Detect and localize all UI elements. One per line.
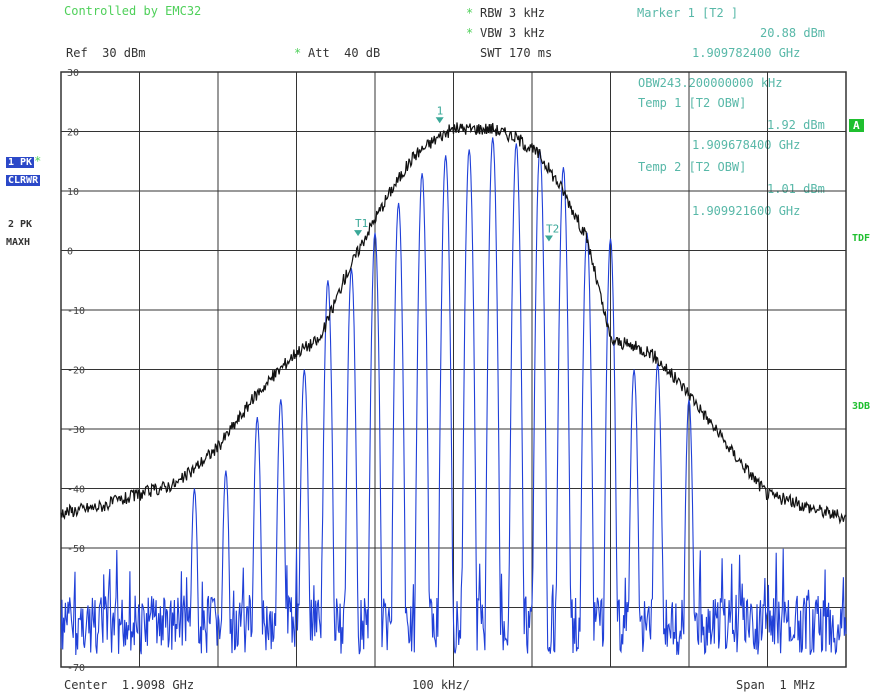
y-tick-label: 0 — [67, 247, 73, 258]
division-label: 100 kHz/ — [412, 678, 470, 692]
trace1-badge[interactable]: 1 PK * — [6, 154, 41, 170]
center-frequency-label: Center 1.9098 GHz — [64, 678, 195, 692]
rbw-star: * — [466, 6, 474, 20]
y-tick-label: 10 — [67, 187, 79, 198]
trace1-mode[interactable]: CLRWR — [6, 172, 41, 188]
y-tick-label: -30 — [67, 425, 85, 436]
marker-temp2-symbol — [544, 235, 553, 242]
trace1-star: * — [34, 154, 42, 168]
temp2-frequency: 1.909921600 GHz — [692, 204, 801, 218]
att-star: * — [294, 46, 302, 60]
trace1-detector: 1 PK — [6, 157, 35, 168]
rbw-label: RBW 3 kHz — [480, 6, 546, 20]
vbw-star: * — [466, 26, 474, 40]
marker-temp1-symbol — [354, 230, 363, 237]
trace2-mode[interactable]: MAXH — [6, 237, 31, 248]
marker1-level: 20.88 dBm — [760, 26, 826, 40]
y-tick-label: -70 — [67, 663, 85, 674]
y-tick-label: -50 — [67, 544, 85, 555]
a-indicator: A — [849, 118, 864, 133]
y-tick-label: 20 — [67, 128, 79, 139]
ref-level-label: Ref 30 dBm — [66, 46, 146, 60]
controlled-by-label: Controlled by EMC32 — [64, 4, 202, 18]
trace1-mode-label: CLRWR — [6, 175, 41, 186]
attenuation-label: Att 40 dB — [308, 46, 381, 60]
temp1-title: Temp 1 [T2 OBW] — [638, 96, 747, 110]
a-indicator-label: A — [849, 119, 864, 132]
trace-maxhold-line — [60, 122, 847, 525]
marker-temp2-label: T2 — [546, 222, 559, 235]
marker1-frequency: 1.909782400 GHz — [692, 46, 801, 60]
swt-label: SWT 170 ms — [480, 46, 553, 60]
obw-readout: OBW243.200000000 kHz — [638, 76, 783, 90]
marker-1-symbol — [435, 117, 444, 124]
trace-clearwrite-line — [60, 137, 847, 656]
marker-1-label: 1 — [437, 104, 444, 117]
temp2-level: 1.01 dBm — [767, 182, 825, 196]
vbw-label: VBW 3 kHz — [480, 26, 546, 40]
temp1-frequency: 1.909678400 GHz — [692, 138, 801, 152]
tdf-indicator: TDF — [852, 233, 871, 244]
y-tick-label: -20 — [67, 366, 85, 377]
y-tick-label: -40 — [67, 485, 85, 496]
y-tick-label: 30 — [67, 68, 79, 79]
marker-temp1-label: T1 — [355, 217, 368, 230]
temp1-level: 1.92 dBm — [767, 118, 825, 132]
span-label: Span 1 MHz — [736, 678, 816, 692]
marker1-title: Marker 1 [T2 ] — [637, 6, 739, 20]
trace2-detector[interactable]: 2 PK — [8, 219, 33, 230]
y-tick-label: -10 — [67, 306, 85, 317]
3db-indicator: 3DB — [852, 401, 871, 412]
temp2-title: Temp 2 [T2 OBW] — [638, 160, 747, 174]
